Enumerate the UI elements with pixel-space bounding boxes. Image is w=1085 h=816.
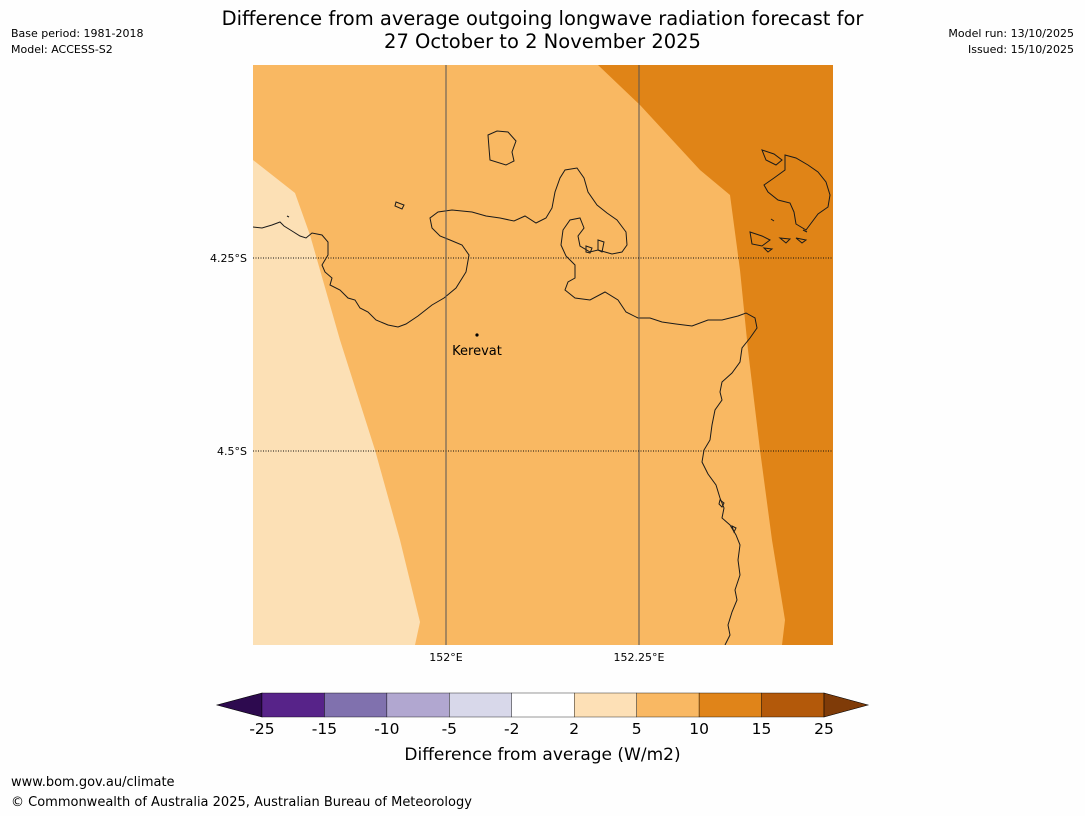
colorbar-segment [511,692,575,718]
place-label-kerevat: Kerevat [452,344,502,359]
lat-label-1: 4.25°S [210,252,247,265]
colorbar-tick-label: 2 [569,720,580,738]
footer-copyright: © Commonwealth of Australia 2025, Austra… [11,795,472,810]
colorbar-tick-label: -10 [374,720,400,738]
lon-label-2: 152.25°E [614,651,665,664]
colorbar-segment [449,692,512,718]
colorbar-segment [261,692,325,718]
colorbar-segment [636,692,700,718]
colorbar-label: Difference from average (W/m2) [404,745,681,765]
colorbar-tick-label: -2 [504,720,520,738]
colorbar-extend-low [215,692,263,718]
colorbar-segment [698,692,762,718]
model-name: Model: ACCESS-S2 [11,43,113,56]
colorbar-extend-high [823,692,870,718]
anomaly-zone-2-5 [253,160,420,645]
colorbar-tick-label: -5 [441,720,458,738]
colorbar-tick-label: -15 [311,720,338,738]
coastline [253,130,831,645]
map-metadata-right: Model run: 13/10/2025 Issued: 15/10/2025 [948,26,1074,58]
title-line-2: 27 October to 2 November 2025 [384,30,701,53]
kerevat-marker [475,333,479,337]
colorbar-tick-label: 15 [751,720,772,738]
footer-url: www.bom.gov.au/climate [11,775,175,790]
map-title: Difference from average outgoing longwav… [0,7,1085,53]
map-metadata-left: Base period: 1981-2018 Model: ACCESS-S2 [11,26,143,58]
anomaly-zone-10-15 [598,65,833,645]
colorbar-segment [574,692,637,718]
colorbar-segment [324,692,388,718]
lat-label-2: 4.5°S [217,445,247,458]
map-panel [253,65,833,645]
colorbar-tick-label: 25 [814,720,834,738]
model-run: Model run: 13/10/2025 [948,27,1074,40]
place-marker: Kerevat [452,333,502,359]
base-period: Base period: 1981-2018 [11,27,144,40]
colorbar-tick-label: 5 [631,720,642,738]
colorbar-tick-label: -25 [249,720,275,738]
colorbar-segment [386,692,450,718]
title-line-1: Difference from average outgoing longwav… [221,7,864,30]
colorbar-tick-label: 10 [689,720,709,738]
colorbar [215,692,870,718]
gridlines [253,65,833,645]
colorbar-segment [761,692,825,718]
lon-label-1: 152°E [429,651,462,664]
issued-date: Issued: 15/10/2025 [967,43,1074,56]
